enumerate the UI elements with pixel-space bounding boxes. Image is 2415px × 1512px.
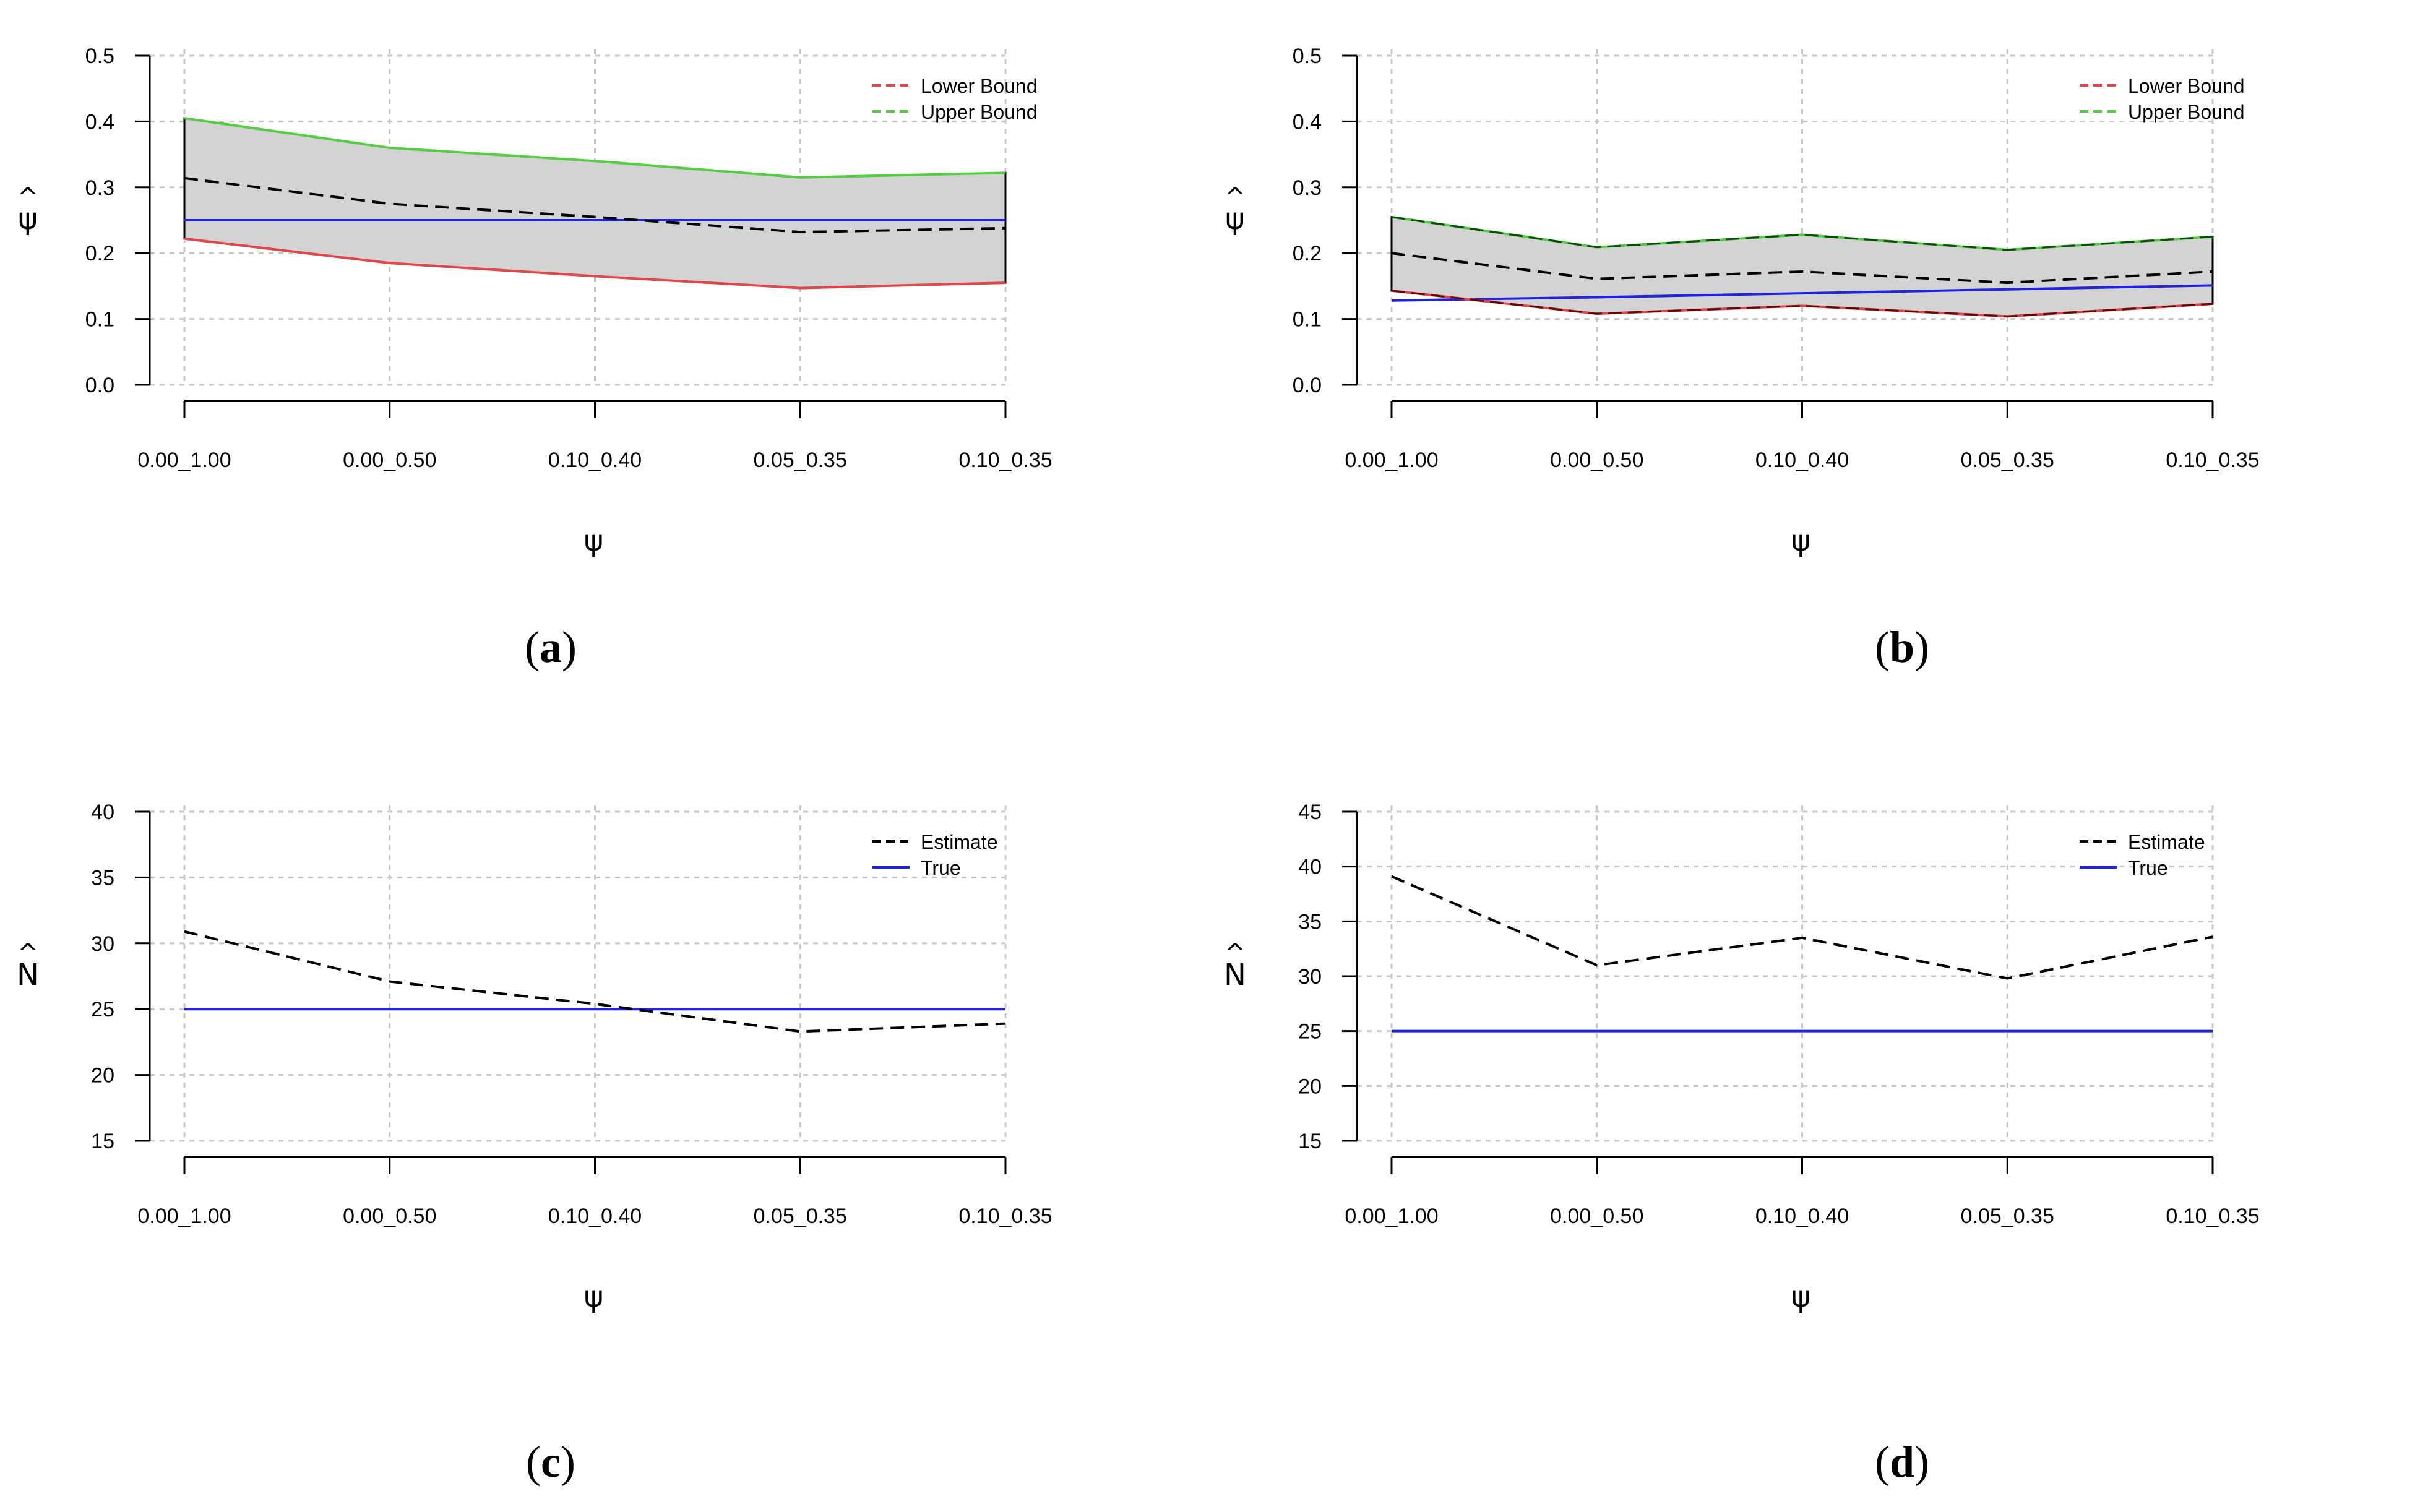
- chart-panel-a: 0.0 0.1 0.2 0.3 0.4 0.5 0.00_1.00 0.00_0.50 0.10…: [0, 0, 1207, 756]
- y-tick-label-d: 40: [1298, 856, 1322, 879]
- legend-label-a: Lower Bound: [921, 75, 1038, 97]
- series-lower-dashed-b: [1391, 290, 2213, 317]
- chart-panel-c: 15 20 25 30 35 40 0.00_1.00 0.00_0.50 0.10_0.40 0…: [0, 756, 1207, 1512]
- y-tick-label-d: 15: [1298, 1130, 1322, 1153]
- x-tick-label-c: 0.10_0.35: [958, 1205, 1052, 1228]
- y-tick-label-b: 0.3: [1293, 176, 1322, 200]
- y-tick-label-b: 0.2: [1293, 242, 1322, 265]
- y-tick-label-c: 20: [91, 1064, 114, 1088]
- legend-label-d: Estimate: [2128, 831, 2205, 853]
- series-upper-line-b: [1391, 215, 2213, 251]
- x-tick-label-d: 0.10_0.40: [1755, 1205, 1849, 1228]
- y-tick-label-c: 15: [91, 1130, 114, 1153]
- x-tick-label-a: 0.10_0.40: [548, 449, 642, 472]
- x-tick-label-b: 0.10_0.35: [2166, 449, 2259, 472]
- x-tick-label-a: 0.00_0.50: [343, 449, 436, 472]
- y-tick-label-a: 0.3: [85, 176, 114, 200]
- y-tick-label-b: 0.5: [1293, 45, 1322, 68]
- series-lower-line-a: [184, 237, 1006, 290]
- x-tick-label-b: 0.10_0.40: [1755, 449, 1849, 472]
- y-axis-label-hat-c: ^: [17, 939, 38, 968]
- x-tick-label-d: 0.00_1.00: [1345, 1205, 1438, 1228]
- series-true-line-b: [1391, 284, 2213, 302]
- legend-label-b: Upper Bound: [2128, 101, 2245, 123]
- panel-caption-b: (b): [1875, 622, 1930, 672]
- x-tick-label-a: 0.10_0.35: [958, 449, 1052, 472]
- chart-panel-d: 15 20 25 30 35 40 45 0.00_1.00 0.00_0.50 0.10_0.4…: [1207, 756, 2414, 1512]
- panel-caption-d: (d): [1875, 1437, 1930, 1487]
- x-tick-label-d: 0.05_0.35: [1961, 1205, 2054, 1228]
- chart-d-svg: 15 20 25 30 35 40 45 0.00_1.00 0.00_0.50 0.10_0.4…: [1224, 801, 2260, 1314]
- chart-b-svg: 0.0 0.1 0.2 0.3 0.4 0.5 0.00_1.00 0.00_0.50 0.10…: [1225, 45, 2259, 558]
- panel-label-c: c: [540, 1437, 561, 1487]
- y-axis-label-b: ψ: [1225, 202, 1245, 236]
- confidence-band-a: [183, 117, 1007, 290]
- panel-label-b: b: [1889, 622, 1915, 672]
- x-tick-label-b: 0.00_1.00: [1345, 449, 1438, 472]
- y-tick-label-c: 40: [91, 801, 114, 824]
- panel-label-a: a: [539, 622, 562, 672]
- x-tick-label-c: 0.05_0.35: [754, 1205, 847, 1228]
- legend-label-b: Lower Bound: [2128, 75, 2245, 97]
- y-tick-label-d: 35: [1298, 910, 1322, 934]
- y-tick-label-a: 0.2: [85, 242, 114, 265]
- y-axis-label-hat-b: ^: [1225, 183, 1246, 212]
- y-tick-label-d: 20: [1298, 1075, 1322, 1098]
- panel-caption-a: (a): [525, 622, 577, 672]
- series-estimate-line-a: [184, 176, 1006, 234]
- y-axis-label-a: ψ: [18, 202, 38, 236]
- series-upper-line-a: [184, 117, 1006, 179]
- x-tick-label-b: 0.00_0.50: [1550, 449, 1643, 472]
- y-axis-label-c: N: [17, 958, 39, 992]
- x-tick-label-d: 0.00_0.50: [1550, 1205, 1643, 1228]
- y-tick-label-a: 0.1: [85, 308, 114, 332]
- y-tick-label-c: 30: [91, 932, 114, 956]
- x-tick-label-d: 0.10_0.35: [2166, 1205, 2259, 1228]
- y-tick-label-d: 30: [1298, 965, 1322, 989]
- y-tick-label-d: 45: [1298, 801, 1322, 824]
- y-tick-label-c: 25: [91, 998, 114, 1021]
- chart-a-svg: 0.0 0.1 0.2 0.3 0.4 0.5 0.00_1.00 0.00_0.50 0.10…: [17, 45, 1052, 558]
- y-axis-label-hat-d: ^: [1225, 939, 1246, 968]
- y-tick-label-b: 0.0: [1293, 374, 1322, 397]
- chart-panel-b: 0.0 0.1 0.2 0.3 0.4 0.5 0.00_1.00 0.00_0.50 0.10…: [1207, 0, 2414, 756]
- x-tick-label-a: 0.00_1.00: [137, 449, 231, 472]
- x-axis-label-d: ψ: [1791, 1279, 1811, 1314]
- x-axis-label-c: ψ: [584, 1279, 604, 1314]
- x-tick-label-c: 0.10_0.40: [548, 1205, 642, 1228]
- y-tick-label-b: 0.1: [1293, 308, 1322, 332]
- y-tick-label-c: 35: [91, 866, 114, 890]
- legend-label-c: Estimate: [921, 831, 997, 853]
- y-tick-label-a: 0.4: [85, 110, 114, 134]
- panel-label-d: d: [1889, 1437, 1915, 1487]
- legend-label-d: True: [2128, 857, 2168, 879]
- y-tick-label-d: 25: [1298, 1020, 1322, 1044]
- x-axis-label-a: ψ: [584, 523, 604, 558]
- y-tick-label-b: 0.4: [1293, 110, 1322, 134]
- legend-label-c: True: [921, 857, 961, 879]
- x-axis-label-b: ψ: [1791, 523, 1811, 558]
- panel-caption-c: (c): [526, 1437, 575, 1487]
- x-tick-label-a: 0.05_0.35: [754, 449, 847, 472]
- x-tick-label-c: 0.00_1.00: [137, 1205, 231, 1228]
- y-tick-label-a: 0.0: [85, 374, 114, 397]
- x-tick-label-c: 0.00_0.50: [343, 1205, 436, 1228]
- y-axis-label-hat-a: ^: [17, 183, 38, 212]
- series-estimate-line-d: [1391, 875, 2213, 980]
- chart-c-svg: 15 20 25 30 35 40 0.00_1.00 0.00_0.50 0.10_0.40 0…: [17, 801, 1053, 1314]
- y-axis-label-d: N: [1224, 958, 1246, 992]
- series-estimate-line-b: [1391, 252, 2213, 285]
- x-tick-label-b: 0.05_0.35: [1961, 449, 2054, 472]
- y-tick-label-a: 0.5: [85, 45, 114, 68]
- legend-label-a: Upper Bound: [921, 101, 1038, 123]
